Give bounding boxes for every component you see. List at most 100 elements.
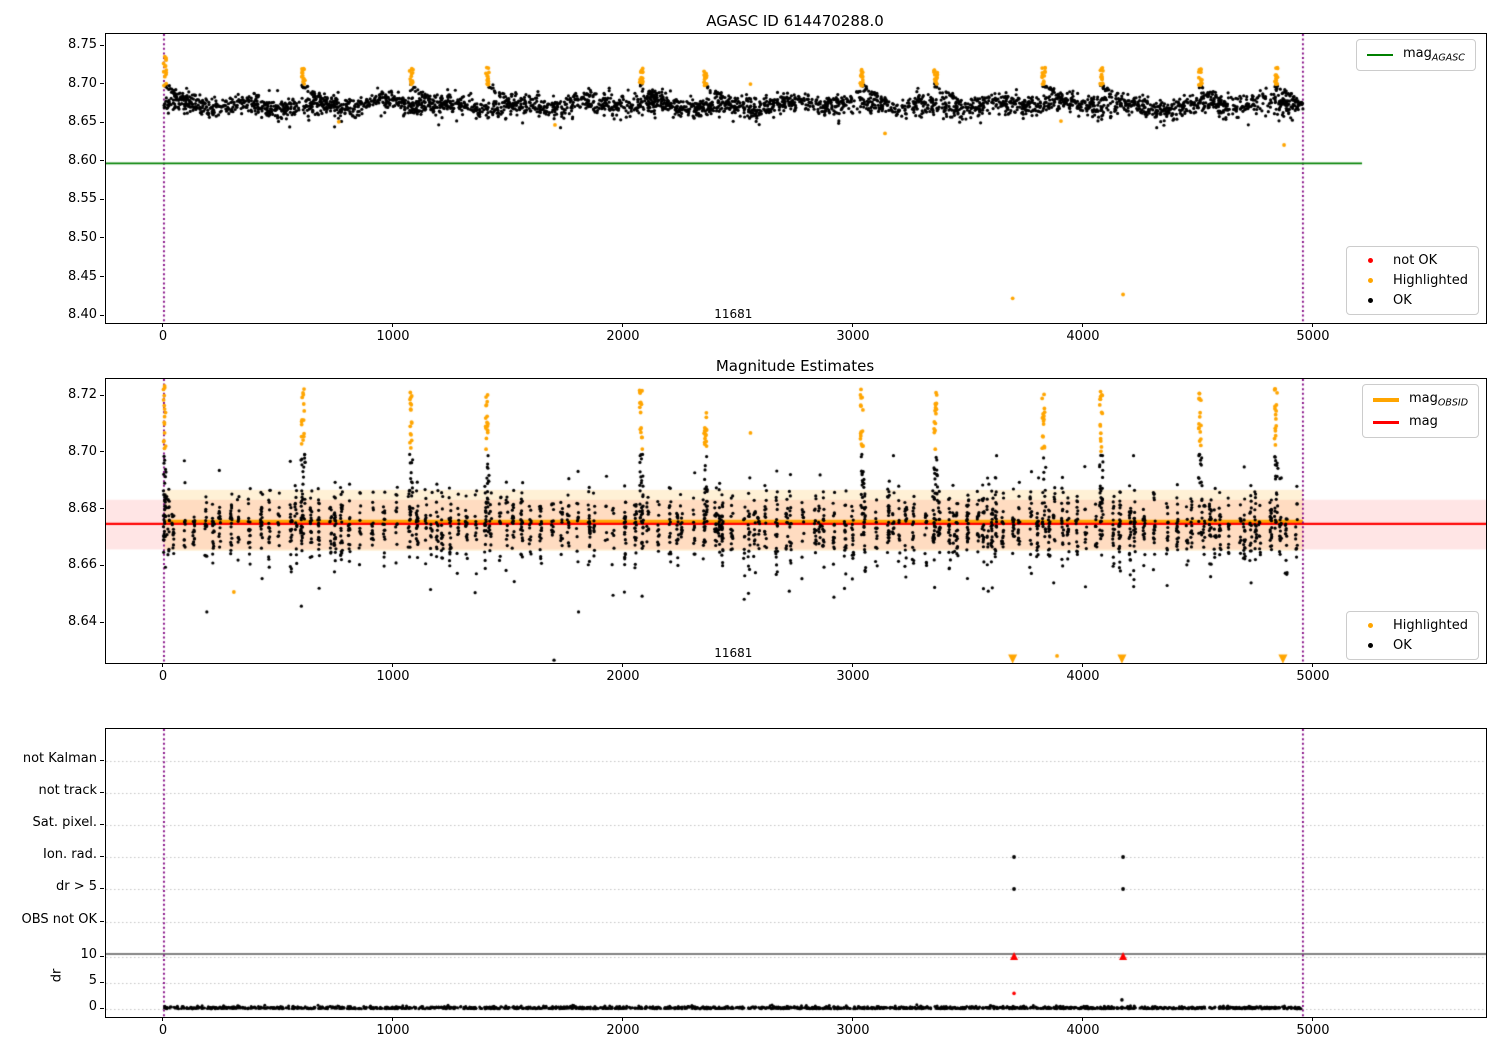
y-tick-label: 8.66 — [68, 557, 97, 573]
legend-item-mag-obsid: magOBSID — [1373, 391, 1468, 409]
x-tick-label: 2000 — [606, 1023, 640, 1038]
legend-swatch-slot — [1373, 420, 1399, 424]
y-tick-label: 8.40 — [68, 307, 97, 323]
y-tick-label: 8.50 — [68, 229, 97, 245]
dr-tick-mark — [100, 955, 104, 957]
legend-label-sub: OBSID — [1437, 397, 1469, 409]
y-tick-label: 8.70 — [68, 75, 97, 91]
category-label: dr > 5 — [55, 879, 97, 894]
y-tick-label: 8.70 — [68, 443, 97, 459]
y-tick-label: 8.45 — [68, 268, 97, 284]
y-tick-mark — [100, 83, 104, 85]
legend-item-ok: OK — [1357, 638, 1468, 653]
x-tick-mark — [852, 1017, 854, 1021]
y-tick-mark — [100, 564, 104, 566]
x-tick-mark — [622, 663, 624, 667]
dr-tick-mark — [100, 981, 104, 983]
legend-item-mag: mag — [1373, 414, 1468, 432]
plot2-title: Magnitude Estimates — [715, 357, 875, 375]
x-tick-label: 1000 — [376, 1023, 410, 1038]
x-tick-mark — [1082, 323, 1084, 327]
x-tick-mark — [1082, 1017, 1084, 1021]
category-tick-mark — [100, 823, 104, 825]
y-tick-mark — [100, 237, 104, 239]
plot2-obsid-annotation: 11681 — [714, 646, 753, 661]
x-tick-label: 2000 — [606, 669, 640, 684]
y-tick-label: 8.55 — [68, 191, 97, 207]
y-tick-mark — [100, 621, 104, 623]
legend-item-ok: OK — [1357, 293, 1468, 308]
x-tick-label: 3000 — [836, 1023, 870, 1038]
x-tick-label: 0 — [158, 669, 168, 684]
plot3-axes — [105, 728, 1487, 1018]
legend-item-mag-agasc: magAGASC — [1367, 46, 1465, 64]
category-label: not track — [38, 783, 97, 798]
x-tick-mark — [1312, 323, 1314, 327]
legend-label-highlighted: Highlighted — [1393, 618, 1468, 633]
dr-tick-label: 0 — [88, 999, 97, 1014]
y-tick-label: 8.64 — [68, 614, 97, 630]
not-ok-dot-swatch — [1367, 258, 1373, 263]
category-label: Sat. pixel. — [32, 815, 97, 830]
legend-swatch-slot — [1357, 278, 1383, 283]
category-tick-mark — [100, 887, 104, 889]
category-label: not Kalman — [22, 751, 97, 766]
legend-label-sub: AGASC — [1431, 52, 1465, 64]
x-tick-label: 2000 — [606, 329, 640, 344]
y-tick-label: 8.68 — [68, 500, 97, 516]
x-tick-mark — [392, 1017, 394, 1021]
x-tick-mark — [622, 323, 624, 327]
plot2-canvas — [106, 379, 1486, 663]
x-tick-mark — [1312, 663, 1314, 667]
plot1-obsid-annotation: 11681 — [714, 306, 753, 321]
x-tick-mark — [162, 1017, 164, 1021]
highlighted-dot-swatch — [1367, 278, 1373, 283]
plot1-axes — [105, 33, 1487, 324]
y-tick-mark — [100, 276, 104, 278]
category-tick-mark — [100, 920, 104, 922]
category-label: Ion. rad. — [43, 847, 97, 862]
y-tick-label: 8.60 — [68, 152, 97, 168]
x-tick-mark — [852, 663, 854, 667]
y-tick-label: 8.72 — [68, 387, 97, 403]
x-tick-label: 4000 — [1066, 329, 1100, 344]
plot1-title: AGASC ID 614470288.0 — [706, 12, 884, 30]
legend-swatch-slot — [1367, 53, 1393, 56]
y-tick-mark — [100, 121, 104, 123]
legend-mag-lines: magOBSID mag — [1362, 384, 1480, 439]
legend-item-highlighted: Highlighted — [1357, 618, 1468, 633]
legend-label-mag-obsid: magOBSID — [1409, 391, 1468, 409]
y-tick-mark — [100, 198, 104, 200]
y-tick-mark — [100, 44, 104, 46]
x-tick-label: 5000 — [1296, 329, 1330, 344]
legend-label-not-ok: not OK — [1393, 253, 1438, 268]
ok-dot-swatch — [1367, 298, 1373, 303]
y-tick-mark — [100, 451, 104, 453]
x-tick-mark — [852, 323, 854, 327]
y-tick-mark — [100, 394, 104, 396]
plot2-axes — [105, 378, 1487, 664]
legend-label-ok: OK — [1393, 293, 1412, 308]
x-tick-label: 3000 — [836, 669, 870, 684]
dr-tick-label: 10 — [80, 947, 97, 962]
mag-line-swatch — [1373, 420, 1399, 424]
x-tick-mark — [162, 663, 164, 667]
x-tick-mark — [1312, 1017, 1314, 1021]
x-tick-label: 4000 — [1066, 1023, 1100, 1038]
category-tick-mark — [100, 855, 104, 857]
x-tick-mark — [1082, 663, 1084, 667]
legend-label-ok: OK — [1393, 638, 1412, 653]
dr-tick-mark — [100, 1007, 104, 1009]
legend-label-base: mag — [1409, 413, 1438, 429]
ok-dot-swatch — [1367, 643, 1373, 648]
legend-mag-agasc: magAGASC — [1356, 39, 1476, 71]
legend-point-categories-top: not OK Highlighted OK — [1346, 246, 1479, 315]
y-tick-label: 8.75 — [68, 37, 97, 53]
category-tick-mark — [100, 759, 104, 761]
category-label: OBS not OK — [21, 912, 98, 927]
y-tick-label: 8.65 — [68, 114, 97, 130]
x-tick-label: 4000 — [1066, 669, 1100, 684]
mag-obsid-line-swatch — [1373, 397, 1399, 402]
mag-agasc-line-swatch — [1367, 53, 1393, 56]
